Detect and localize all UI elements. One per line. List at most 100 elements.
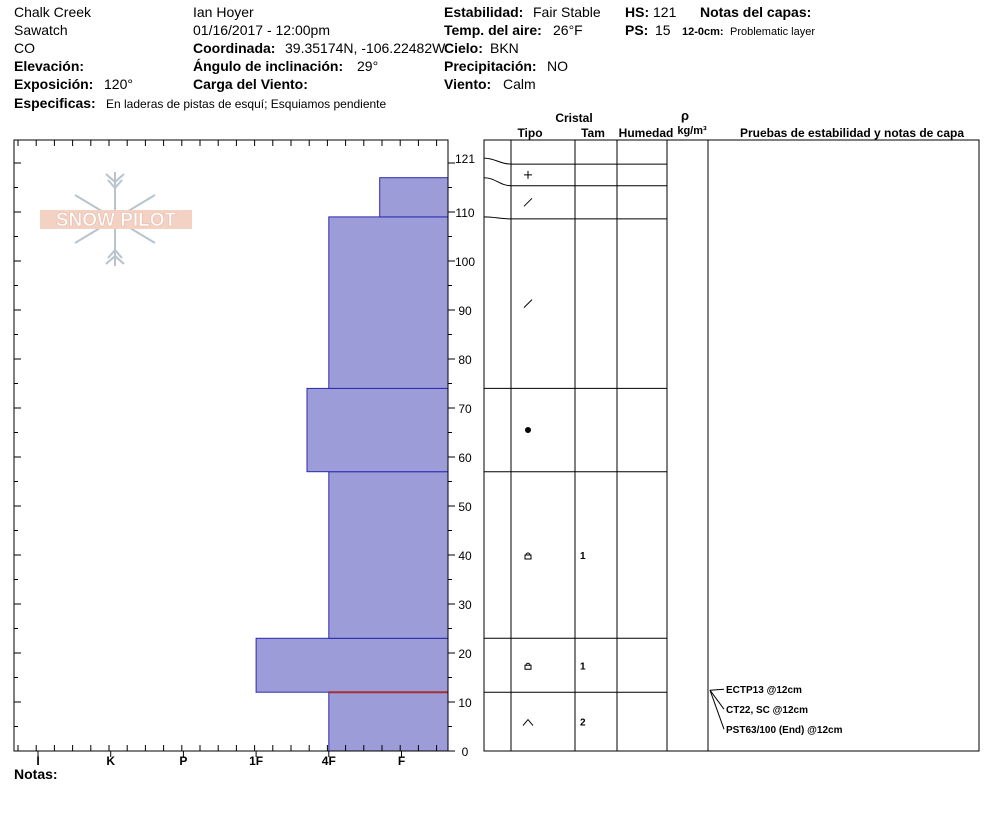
depth-tick-label: 60 <box>458 451 472 465</box>
moisture-header: Humedad <box>619 126 674 140</box>
hardness-bar <box>379 177 449 218</box>
exposure-value: 120° <box>104 76 133 92</box>
depth-tick-labels: 0 10 20 30 40 50 60 70 80 90 100 110 121 <box>455 152 475 759</box>
ps-label: PS: <box>625 22 649 38</box>
decomposing-icon <box>523 299 533 309</box>
layer-connector <box>483 157 512 165</box>
depth-tick-label: 40 <box>458 549 472 563</box>
layer-note-text: Problematic layer <box>730 26 815 38</box>
depth-tick-label: 80 <box>458 353 472 367</box>
grain-symbols: 2 1 1 <box>522 170 586 729</box>
wind-label: Viento: <box>444 76 492 92</box>
depth-tick-label: 110 <box>455 206 474 220</box>
precip-label: Precipitación: <box>444 58 537 74</box>
top-tick-marks <box>17 140 438 751</box>
depth-tick-label: 0 <box>462 745 469 759</box>
depth-tick-label: 30 <box>458 598 472 612</box>
depth-tick-label: 70 <box>458 402 472 416</box>
depth-tick-label: 121 <box>455 152 475 166</box>
faceted-grain-icon <box>524 662 532 670</box>
air-temp-label: Temp. del aire: <box>444 22 542 38</box>
specifics-value: En laderas de pistas de esquí; Esquiamos… <box>106 97 387 111</box>
air-temp-value: 26°F <box>553 22 583 38</box>
stability-test-label: PST63/100 (End) @12cm <box>726 725 843 736</box>
hardness-bars <box>255 177 449 752</box>
hardness-tick-label: I <box>36 754 39 768</box>
slope-label: Ángulo de inclinación: <box>193 58 344 74</box>
grain-size: 1 <box>580 661 586 672</box>
hardness-bar <box>328 691 449 752</box>
rho-header: ρ <box>681 108 689 123</box>
hardness-bar <box>328 471 449 639</box>
test-arrow <box>709 690 725 730</box>
layer-rows <box>511 163 667 693</box>
stability-test-label: CT22, SC @12cm <box>726 705 808 716</box>
hs-label: HS: <box>625 4 650 20</box>
depth-tick-label: 20 <box>458 647 472 661</box>
grain-size: 2 <box>580 718 586 729</box>
hardness-plot-frame <box>13 139 449 752</box>
stability-value: Fair Stable <box>533 4 601 20</box>
precip-value: NO <box>547 58 568 74</box>
datetime: 01/16/2017 - 12:00pm <box>193 22 330 38</box>
decomposing-icon <box>523 197 533 207</box>
hardness-tick-label: P <box>179 754 187 768</box>
hardness-tick-label: K <box>106 754 115 768</box>
specifics-label: Especificas: <box>14 95 96 111</box>
stability-test-label: ECTP13 @12cm <box>726 685 802 696</box>
density-unit-header: kg/m³ <box>677 125 707 137</box>
snowpilot-logo: SNOW PILOT <box>40 172 192 266</box>
exposure-label: Exposición: <box>14 76 94 92</box>
state: CO <box>14 40 35 56</box>
hardness-tick-label: 1F <box>249 754 263 768</box>
tests-header: Pruebas de estabilidad y notas de capa <box>740 126 964 140</box>
layer-notes-label: Notas del capas: <box>700 4 812 20</box>
sky-value: BKN <box>490 40 519 56</box>
elevation-label: Elevación: <box>14 58 85 74</box>
wind-value: Calm <box>503 76 536 92</box>
depth-tick-label: 50 <box>458 500 472 514</box>
depth-tick-label: 10 <box>458 696 472 710</box>
hardness-bar <box>255 637 449 693</box>
new-snow-icon <box>524 170 532 179</box>
location: Chalk Creek <box>14 4 92 20</box>
depth-tick-label: 100 <box>455 255 475 269</box>
layer-note-range: 12-0cm: <box>682 26 724 38</box>
depth-hoar-icon <box>522 718 534 726</box>
faceted-grain-icon <box>524 552 532 560</box>
wind-load-label: Carga del Viento: <box>193 76 308 92</box>
layer-connector <box>483 216 512 220</box>
right-tick-marks <box>448 162 455 752</box>
type-header: Tipo <box>517 126 542 140</box>
slope-value: 29° <box>357 58 379 74</box>
logo-banner <box>40 210 192 229</box>
test-arrow <box>709 688 725 691</box>
layer-table-frame <box>483 139 980 752</box>
observer: Ian Hoyer <box>193 4 254 20</box>
logo-text: SNOW PILOT <box>56 210 177 231</box>
test-arrow <box>709 689 725 710</box>
rounded-grain-icon <box>525 427 531 434</box>
left-tick-marks <box>14 162 21 752</box>
coordinate-label: Coordinada: <box>193 40 276 56</box>
stability-tests: ECTP13 @12cm CT22, SC @12cm PST63/100 (End… <box>709 685 843 736</box>
hardness-tick-label: F <box>398 754 405 768</box>
hardness-tick-labels: I K P 1F 4F F <box>36 751 405 768</box>
stability-label: Estabilidad: <box>444 4 524 20</box>
mountain-range: Sawatch <box>14 22 68 38</box>
depth-tick-label: 90 <box>458 304 472 318</box>
grain-size: 1 <box>580 551 586 562</box>
sky-label: Cielo: <box>444 40 483 56</box>
ps-value: 15 <box>655 22 671 38</box>
layer-connectors <box>483 157 512 693</box>
coordinate-value: 39.35174N, -106.22482W <box>285 40 446 56</box>
hardness-bar <box>306 387 449 473</box>
hardness-tick-label: 4F <box>322 754 336 768</box>
layer-connector <box>483 177 512 187</box>
notes-label: Notas: <box>14 766 58 782</box>
hardness-bar <box>328 216 449 389</box>
size-header: Tam <box>581 126 605 140</box>
hs-value: 121 <box>653 4 677 20</box>
crystal-header: Cristal <box>555 111 592 125</box>
